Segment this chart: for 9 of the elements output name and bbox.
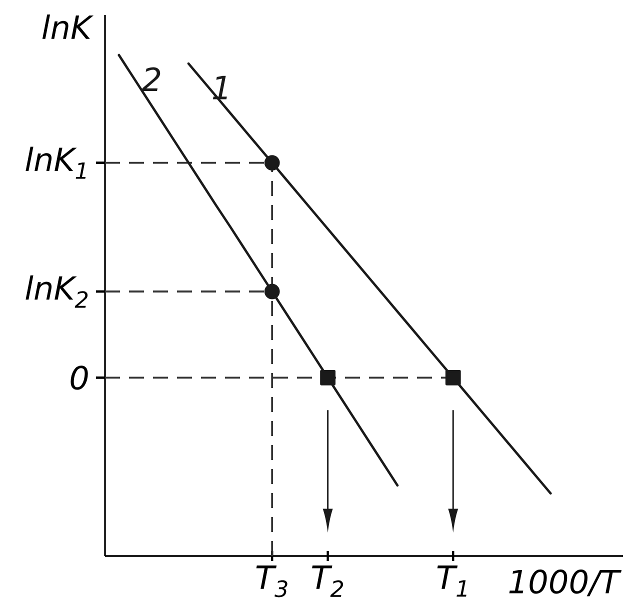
ref-line-label: lnK$_{2}$ [26,275,88,308]
x-axis-title: 1000/T [509,570,622,596]
x-tick-label: T$_{3}$ [256,566,288,598]
x-tick-label: T$_{1}$ [437,566,466,597]
y-axis-title: lnK [42,14,94,39]
x-tick-label: T$_{2}$ [312,566,344,597]
ref-line-label: lnK$_{1}$ [26,146,86,179]
series-label: 2 [142,67,160,91]
ref-line-label: 0 [70,366,88,390]
